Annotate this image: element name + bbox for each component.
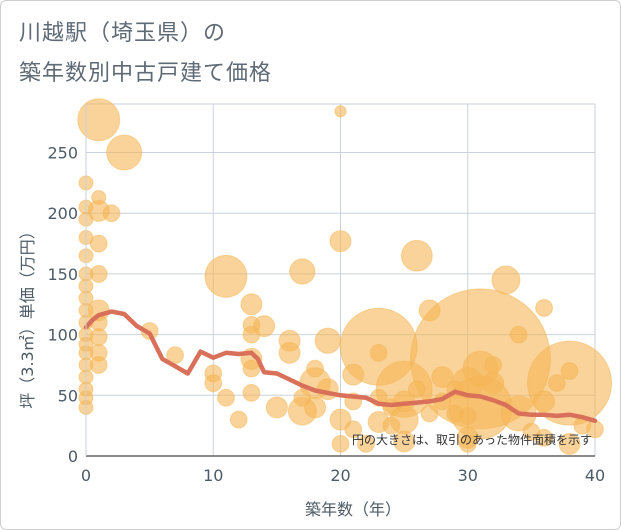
data-bubble xyxy=(106,134,143,171)
data-bubble xyxy=(278,341,301,364)
data-bubble xyxy=(420,404,439,423)
data-bubble xyxy=(204,254,248,298)
data-bubble xyxy=(560,362,579,380)
data-bubble xyxy=(418,299,441,322)
data-bubble xyxy=(535,428,553,447)
chart-title-line1: 川越駅（埼玉県）の xyxy=(19,21,227,46)
data-bubble xyxy=(431,366,454,389)
data-bubble xyxy=(242,359,261,378)
data-bubble xyxy=(240,293,263,316)
data-bubble xyxy=(458,434,477,453)
average-price-trend-line xyxy=(83,309,598,424)
data-bubble xyxy=(329,230,352,253)
y-tick-label: 100 xyxy=(47,326,78,345)
data-bubble xyxy=(382,398,401,417)
data-bubble xyxy=(533,390,556,413)
y-tick-label: 150 xyxy=(47,265,78,284)
data-bubble xyxy=(331,434,350,453)
x-tick-label: 40 xyxy=(585,466,605,485)
data-bubble xyxy=(369,343,388,362)
data-bubble xyxy=(482,372,505,395)
data-bubble xyxy=(242,325,261,344)
y-tick-label: 250 xyxy=(47,144,78,163)
data-bubble xyxy=(204,374,223,393)
data-bubble xyxy=(314,327,341,354)
data-bubble xyxy=(91,189,107,205)
data-bubble xyxy=(484,356,503,374)
x-tick-label: 10 xyxy=(203,466,223,485)
data-bubble xyxy=(357,434,375,453)
x-tick-label: 30 xyxy=(458,466,478,485)
data-bubble xyxy=(382,416,401,435)
data-bubble xyxy=(535,299,553,317)
trend-layer xyxy=(83,309,598,424)
data-bubble xyxy=(293,388,312,407)
data-bubble xyxy=(558,432,581,455)
data-bubble xyxy=(242,383,261,402)
data-bubble xyxy=(306,359,324,378)
data-bubble xyxy=(334,105,347,118)
data-bubble xyxy=(229,410,248,429)
data-bubble xyxy=(458,407,477,425)
data-bubble xyxy=(289,258,316,285)
data-bubble xyxy=(77,98,121,142)
data-bubble xyxy=(407,380,426,399)
data-bubble xyxy=(265,396,288,419)
axes: 0 10 20 30 40 0 50 100 150 200 250 xyxy=(47,104,605,485)
y-axis-label: 坪（3.3㎡）単価（万円） xyxy=(18,223,37,408)
data-bubble xyxy=(491,265,521,295)
data-bubble xyxy=(344,420,363,439)
y-tick-label: 200 xyxy=(47,204,78,223)
x-tick-label: 20 xyxy=(330,466,350,485)
y-tick-label: 50 xyxy=(58,386,78,405)
bubble-layer xyxy=(77,98,613,455)
x-axis-label: 築年数（年） xyxy=(305,500,401,519)
data-bubble xyxy=(102,204,121,223)
data-bubble xyxy=(547,374,566,393)
chart-title-line2: 築年数別中古戸建て価格 xyxy=(19,61,273,86)
data-bubble xyxy=(217,388,235,407)
data-bubble xyxy=(400,239,433,272)
data-bubble xyxy=(342,363,365,386)
data-bubble xyxy=(393,430,416,453)
size-note: 円の大きさは、取引のあった物件面積を示す xyxy=(352,432,592,447)
x-tick-label: 0 xyxy=(81,466,91,485)
data-bubble xyxy=(509,325,528,344)
y-tick-label: 0 xyxy=(68,447,78,466)
